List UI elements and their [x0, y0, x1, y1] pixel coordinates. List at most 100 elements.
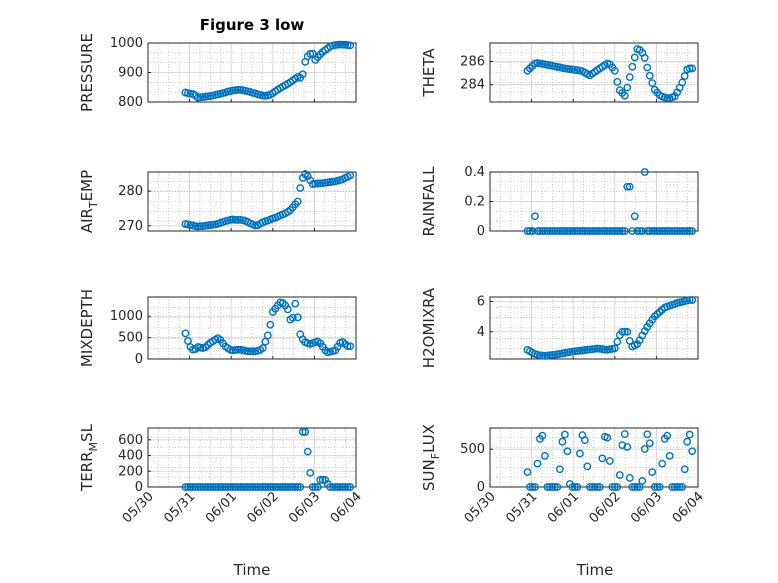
data-point: [595, 227, 604, 235]
data-point: [630, 53, 639, 62]
data-point: [668, 227, 677, 235]
data-point: [223, 483, 232, 491]
data-point: [308, 483, 317, 491]
data-point: [660, 227, 669, 235]
x-tick-label: 06/04: [670, 489, 707, 526]
data-point: [261, 337, 270, 346]
data-point: [610, 66, 619, 75]
data-point: [613, 337, 622, 346]
data-point: [184, 483, 192, 491]
data-point: [685, 296, 694, 304]
data-point: [573, 227, 582, 235]
data-point: [221, 483, 230, 491]
data-point: [610, 344, 619, 353]
data-point: [650, 227, 659, 235]
data-point: [316, 476, 325, 484]
subplot-1: 800 900 1000 PRESSURE: [78, 33, 357, 112]
data-point: [658, 227, 667, 235]
data-point: [623, 443, 632, 451]
data-point: [575, 227, 584, 235]
data-point: [306, 468, 315, 477]
data-point: [328, 483, 337, 491]
data-point: [625, 73, 634, 82]
y-axis-label: THETA: [420, 48, 438, 98]
y-axis-label: MIXDEPTH: [78, 289, 96, 367]
data-point: [613, 483, 622, 491]
data-point: [186, 483, 195, 491]
data-point: [683, 437, 692, 446]
y-tick-label: 270: [118, 219, 143, 234]
data-point: [590, 483, 599, 491]
data-point: [668, 483, 677, 491]
data-point: [533, 227, 542, 235]
data-point: [528, 483, 537, 491]
data-point: [665, 227, 674, 235]
data-point: [638, 477, 647, 485]
data-point: [640, 445, 649, 453]
data-point: [271, 483, 280, 491]
y-tick-label: 600: [118, 433, 143, 448]
data-point: [293, 197, 302, 206]
data-point: [536, 227, 544, 235]
data-point: [288, 483, 297, 491]
data-point: [648, 79, 657, 88]
data-point: [600, 227, 609, 235]
data-point: [678, 227, 687, 235]
data-point: [311, 483, 320, 491]
data-point: [630, 212, 639, 221]
data-point: [526, 483, 534, 491]
data-point: [555, 227, 564, 235]
data-point: [181, 329, 190, 338]
data-point: [236, 483, 245, 491]
data-point: [680, 227, 689, 235]
data-point: [568, 483, 577, 491]
data-point: [181, 483, 190, 491]
data-point: [583, 227, 592, 235]
data-point: [570, 227, 579, 235]
subplot-grid: 800 900 1000 PRESSURE 284 286 THETA 270 280 AIRTE…: [78, 33, 707, 526]
data-point: [688, 227, 697, 235]
data-point: [575, 449, 584, 458]
data-point: [233, 345, 242, 354]
data-point: [553, 227, 562, 235]
x-tick-label: 06/03: [286, 489, 323, 526]
data-point: [593, 227, 602, 235]
data-point: [243, 347, 252, 356]
data-point: [298, 428, 307, 436]
data-point: [546, 483, 554, 491]
data-point: [675, 227, 684, 235]
data-point: [633, 227, 642, 235]
data-point: [204, 483, 212, 491]
data-point: [291, 483, 300, 491]
data-point: [343, 483, 352, 491]
data-point: [313, 179, 322, 188]
data-point: [266, 320, 275, 329]
data-point: [670, 483, 679, 491]
y-tick-label: 0: [135, 352, 143, 367]
data-point: [286, 483, 295, 491]
data-point: [555, 465, 564, 474]
data-point: [296, 184, 305, 192]
data-point: [608, 227, 617, 235]
data-point: [570, 483, 579, 491]
data-point: [543, 227, 552, 235]
axes-box: [489, 42, 699, 103]
data-point: [563, 447, 572, 456]
y-tick-label: 500: [118, 331, 143, 346]
data-point: [578, 227, 587, 235]
data-point: [550, 483, 559, 491]
y-tick-label: 284: [460, 78, 485, 93]
y-tick-label: 500: [460, 442, 485, 457]
data-point: [211, 483, 220, 491]
data-point: [670, 227, 679, 235]
data-point: [600, 345, 609, 354]
data-point: [541, 452, 549, 460]
data-point: [278, 483, 287, 491]
data-point: [648, 227, 657, 235]
x-tick-label: 06/01: [203, 489, 240, 526]
data-point: [655, 483, 664, 491]
data-point: [338, 483, 347, 491]
data-point: [590, 227, 599, 235]
data-point: [241, 483, 250, 491]
y-tick-label: 200: [118, 464, 143, 479]
